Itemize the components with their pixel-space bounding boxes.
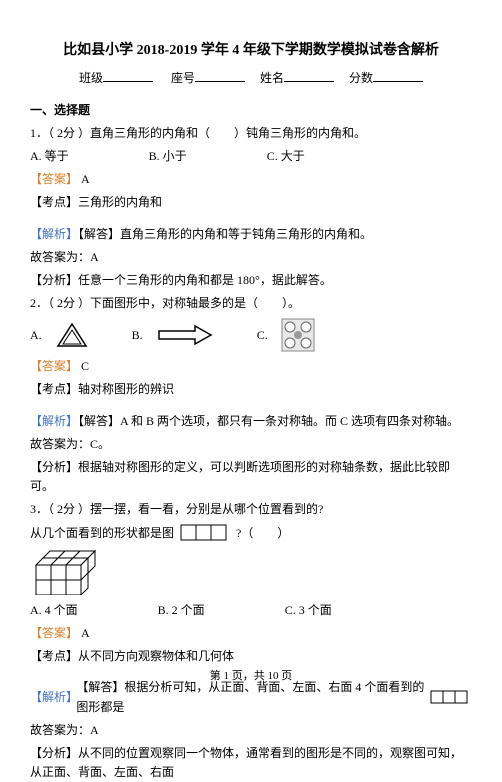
q3-answer: 【答案】 A — [30, 624, 472, 643]
point-label: 【考点】 — [30, 649, 78, 663]
q2-opt-c: C. — [257, 326, 268, 345]
q1-so: 故答案为：A — [30, 248, 472, 267]
class-label: 班级 — [79, 71, 103, 85]
q3-stem-c: ?（ ） — [236, 524, 289, 543]
q3-point-val: 从不同方向观察物体和几何体 — [78, 649, 234, 663]
answer-label: 【答案】 — [30, 172, 78, 186]
q2-stem: 2．（ 2分 ）下面图形中，对称轴最多的是（ ）。 — [30, 294, 472, 313]
q3-figure-row — [30, 547, 472, 595]
seat-blank — [195, 68, 245, 82]
q1-options: A. 等于 B. 小于 C. 大于 — [30, 147, 472, 166]
page-title: 比如县小学 2018-2019 学年 4 年级下学期数学模拟试卷含解析 — [30, 40, 472, 62]
q3-opt-b: B. 2 个面 — [158, 601, 205, 620]
q3-point: 【考点】从不同方向观察物体和几何体 — [30, 647, 472, 666]
score-blank — [373, 68, 423, 82]
class-blank — [103, 68, 153, 82]
triangle-icon — [54, 320, 90, 350]
q2-options: A. B. C. — [30, 317, 472, 353]
q3-so: 故答案为：A — [30, 721, 472, 740]
q3-stem-b: 从几个面看到的形状都是图 — [30, 524, 174, 543]
q1-explain: 【解析】【解答】直角三角形的内角和等于钝角三角形的内角和。 — [30, 225, 472, 244]
q1-opt-b: B. 小于 — [149, 147, 187, 166]
q3-answer-val: A — [81, 626, 90, 640]
q2-explain-text: 【解答】A 和 B 两个选项，都只有一条对称轴。而 C 选项有四条对称轴。 — [78, 414, 459, 428]
cubes-icon — [30, 547, 100, 595]
analysis-label: 【分析】 — [30, 460, 78, 474]
q2-so: 故答案为：C。 — [30, 435, 472, 454]
q1-analysis-text: 任意一个三角形的内角和都是 180°，据此解答。 — [78, 273, 332, 287]
seat-label: 座号 — [171, 71, 195, 85]
explain-label: 【解析】 — [30, 414, 78, 428]
q3-stem-b-row: 从几个面看到的形状都是图 ?（ ） — [30, 524, 472, 543]
q2-answer: 【答案】 C — [30, 357, 472, 376]
explain-label: 【解析】 — [30, 688, 72, 707]
arrow-icon — [155, 323, 215, 347]
q2-explain: 【解析】【解答】A 和 B 两个选项，都只有一条对称轴。而 C 选项有四条对称轴… — [30, 412, 472, 431]
score-label: 分数 — [349, 71, 373, 85]
q3-analysis-text: 从不同的位置观察同一个物体，通常看到的图形是不同的，观察图可知，从正面、背面、左… — [30, 746, 462, 779]
three-squares-icon — [180, 524, 230, 542]
name-blank — [284, 68, 334, 82]
q3-options: A. 4 个面 B. 2 个面 C. 3 个面 — [30, 601, 472, 620]
q2-point-val: 轴对称图形的辨识 — [78, 382, 174, 396]
q1-point: 【考点】三角形的内角和 — [30, 193, 472, 212]
answer-label: 【答案】 — [30, 359, 78, 373]
q2-opt-b: B. — [132, 326, 143, 345]
q3-analysis: 【分析】从不同的位置观察同一个物体，通常看到的图形是不同的，观察图可知，从正面、… — [30, 744, 472, 782]
q1-opt-c: C. 大于 — [267, 147, 305, 166]
q1-point-val: 三角形的内角和 — [78, 195, 162, 209]
header-line: 班级 座号 姓名 分数 — [30, 68, 472, 88]
q3-opt-c: C. 3 个面 — [285, 601, 332, 620]
q2-opt-a: A. — [30, 326, 42, 345]
point-label: 【考点】 — [30, 382, 78, 396]
explain-label: 【解析】 — [30, 227, 78, 241]
q2-analysis-text: 根据轴对称图形的定义，可以判断选项图形的对称轴条数，据此比较即可。 — [30, 460, 450, 493]
q1-explain-text: 【解答】直角三角形的内角和等于钝角三角形的内角和。 — [78, 227, 372, 241]
q1-answer: 【答案】 A — [30, 170, 472, 189]
q1-answer-val: A — [81, 172, 90, 186]
q1-analysis: 【分析】任意一个三角形的内角和都是 180°，据此解答。 — [30, 271, 472, 290]
q2-answer-val: C — [81, 359, 89, 373]
section-heading: 一、选择题 — [30, 101, 472, 120]
answer-label: 【答案】 — [30, 626, 78, 640]
q2-analysis: 【分析】根据轴对称图形的定义，可以判断选项图形的对称轴条数，据此比较即可。 — [30, 458, 472, 496]
pattern-icon — [280, 317, 316, 353]
point-label: 【考点】 — [30, 195, 78, 209]
name-label: 姓名 — [260, 71, 284, 85]
analysis-label: 【分析】 — [30, 273, 78, 287]
page-footer: 第 1 页，共 10 页 — [0, 668, 502, 686]
q1-opt-a: A. 等于 — [30, 147, 69, 166]
q3-stem-a: 3．（ 2分 ）摆一摆，看一看，分别是从哪个位置看到的? — [30, 500, 472, 519]
q2-point: 【考点】轴对称图形的辨识 — [30, 380, 472, 399]
q1-stem: 1．（ 2分 ）直角三角形的内角和（ ）钝角三角形的内角和。 — [30, 124, 472, 143]
analysis-label: 【分析】 — [30, 746, 78, 760]
three-squares-icon — [430, 690, 472, 705]
q3-opt-a: A. 4 个面 — [30, 601, 78, 620]
